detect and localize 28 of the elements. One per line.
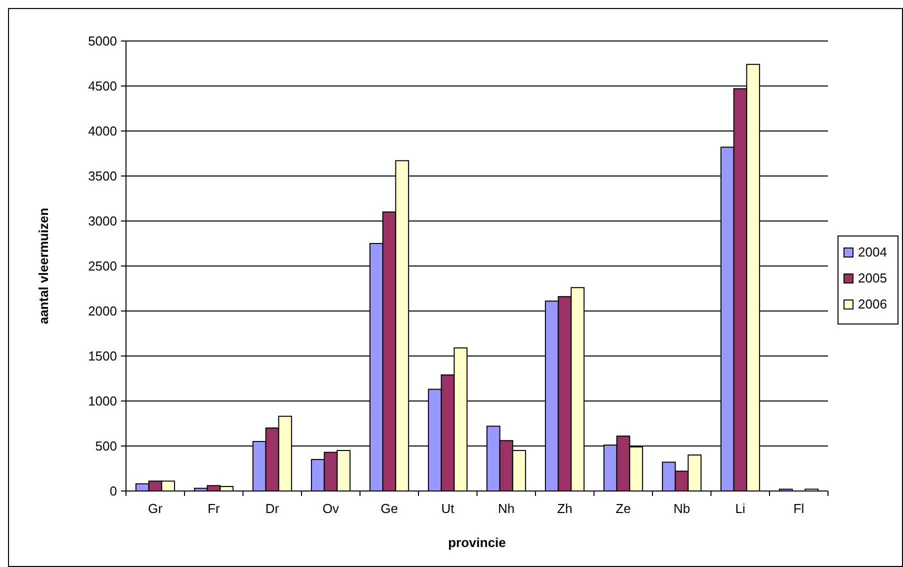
y-tick-label: 4000 [88,124,117,139]
x-tick-label: Fr [208,501,221,516]
x-tick-label: Nh [498,501,515,516]
x-tick-label: Gr [148,501,164,516]
x-axis-title: provincie [448,535,506,550]
x-tick-label: Ge [380,501,398,516]
x-tick-label: Zh [557,501,572,516]
y-tick-label: 5000 [88,34,117,49]
y-tick-label: 3500 [88,168,117,184]
x-tick-label: Ut [441,501,455,516]
y-tick-label: 2500 [88,258,117,274]
y-tick-label: 0 [110,484,117,499]
x-tick-label: Dr [265,501,280,516]
legend-label: 2006 [858,296,887,312]
y-tick-label: 1000 [88,394,117,409]
legend-label: 2004 [858,244,887,260]
legend-label: 2005 [858,270,887,286]
x-tick-label: Nb [673,501,690,516]
y-tick-label: 3000 [88,214,117,229]
x-tick-label: Li [735,501,746,516]
y-tick-label: 4500 [88,78,117,94]
y-tick-label: 1500 [88,348,117,364]
x-tick-label: Ze [616,501,631,516]
y-tick-label: 500 [95,438,117,454]
y-tick-label: 2000 [88,304,117,319]
x-tick-label: Ov [322,501,340,516]
x-tick-label: Fl [793,501,804,516]
y-axis-title: aantal vleermuizen [36,208,51,324]
